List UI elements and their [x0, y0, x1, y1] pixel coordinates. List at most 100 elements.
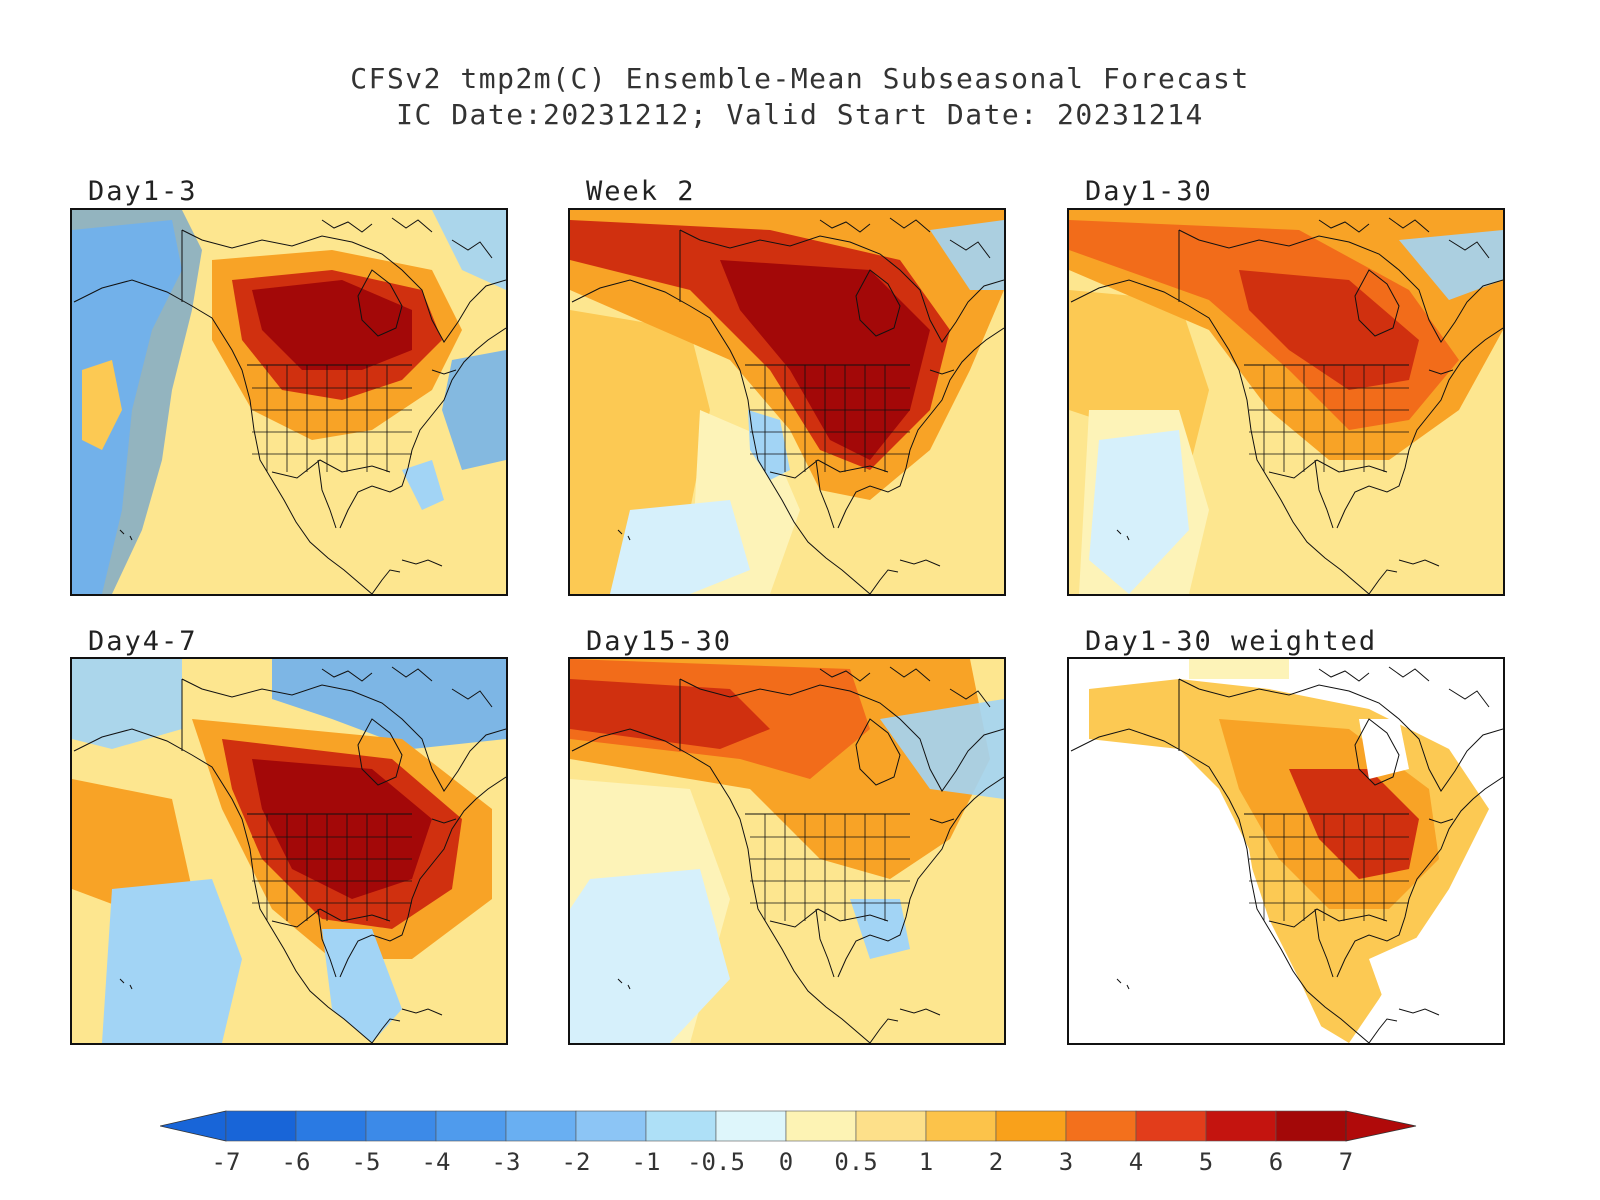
islands — [119, 666, 493, 1016]
chart-subtitle: IC Date:20231212; Valid Start Date: 2023… — [396, 98, 1204, 131]
anomaly-region — [72, 659, 182, 749]
colorbar-tick-label: -0.5 — [687, 1148, 745, 1176]
map-outline — [73, 666, 506, 1043]
map-outline — [1070, 217, 1503, 594]
coastline — [571, 678, 1004, 1043]
temperature-anomaly-map — [1069, 210, 1503, 594]
colorbar-swatch — [505, 1110, 577, 1142]
colorbar-swatch — [645, 1110, 717, 1142]
map-panel-day1-3 — [70, 208, 508, 596]
colorbar-swatch — [1065, 1110, 1137, 1142]
colorbar — [160, 1110, 1417, 1142]
colorbar-tick-label: -6 — [281, 1148, 311, 1176]
state-boundaries — [750, 814, 910, 921]
map-panel-day4-7 — [70, 657, 508, 1045]
colorbar-tick-label: -4 — [421, 1148, 451, 1176]
panel-label-day1-30-weighted: Day1-30 weighted — [1085, 626, 1378, 657]
anomaly-region — [748, 410, 790, 480]
islands — [119, 217, 493, 567]
state-boundaries — [1249, 814, 1409, 921]
map-outline — [1070, 666, 1503, 1043]
colorbar-swatch — [855, 1110, 927, 1142]
coastline — [73, 229, 506, 594]
anomaly-region — [1399, 230, 1503, 300]
temperature-anomaly-map — [72, 210, 506, 594]
colorbar-tick-label: 6 — [1268, 1148, 1284, 1176]
coastline — [1070, 229, 1503, 594]
us-mexico-border — [271, 459, 391, 479]
hudson-bay — [1354, 718, 1400, 786]
state-boundaries — [252, 365, 412, 472]
state-boundaries — [252, 814, 412, 921]
anomaly-region — [570, 869, 730, 1043]
colorbar-tick-label: -2 — [561, 1148, 591, 1176]
colorbar-tick-label: 7 — [1338, 1148, 1354, 1176]
temperature-anomaly-map — [72, 659, 506, 1043]
anomaly-region — [102, 879, 242, 1043]
panel-label-day1-3: Day1-3 — [88, 176, 198, 207]
masked-ocean — [1369, 899, 1503, 1043]
us-mexico-border — [1268, 908, 1388, 928]
colorbar-swatch — [365, 1110, 437, 1142]
map-outline — [571, 666, 1004, 1043]
colorbar-swatch — [295, 1110, 367, 1142]
temperature-anomaly-map — [570, 659, 1004, 1043]
anomaly-region — [442, 350, 506, 470]
map-panel-day1-30 — [1067, 208, 1505, 596]
colorbar-tick-label: 4 — [1128, 1148, 1144, 1176]
colorbar-swatch — [1135, 1110, 1207, 1142]
chart-title: CFSv2 tmp2m(C) Ensemble-Mean Subseasonal… — [350, 62, 1250, 95]
colorbar-swatch — [1205, 1110, 1277, 1142]
colorbar-tick-label: 5 — [1198, 1148, 1214, 1176]
us-mexico-border — [769, 908, 889, 928]
colorbar-swatch — [785, 1110, 857, 1142]
anomaly-region — [402, 460, 444, 510]
anomaly-region — [322, 929, 402, 1043]
anomaly-region — [930, 220, 1004, 290]
map-outline — [571, 217, 1004, 594]
map-panel-week2 — [568, 208, 1006, 596]
colorbar-tick-label: 1 — [918, 1148, 934, 1176]
colorbar-under-arrow — [160, 1110, 227, 1142]
islands — [617, 217, 991, 567]
anomaly-field — [72, 210, 506, 594]
anomaly-field — [1069, 210, 1503, 594]
panel-label-week2: Week 2 — [586, 176, 696, 207]
colorbar-tick-label: 3 — [1058, 1148, 1074, 1176]
colorbar-tick-label: -1 — [631, 1148, 661, 1176]
anomaly-region — [432, 210, 506, 290]
hudson-bay — [1354, 269, 1400, 337]
colorbar-tick-label: 2 — [988, 1148, 1004, 1176]
masked-ocean — [1069, 749, 1329, 1043]
islands — [1116, 217, 1490, 567]
islands — [617, 666, 991, 1016]
map-panel-day15-30 — [568, 657, 1006, 1045]
us-mexico-border — [769, 459, 889, 479]
anomaly-region — [610, 500, 750, 594]
anomaly-region — [72, 220, 182, 594]
hudson-bay — [855, 269, 901, 337]
state-boundaries — [1249, 365, 1409, 472]
hudson-bay — [357, 718, 403, 786]
islands — [1116, 666, 1490, 1016]
panel-label-day1-30: Day1-30 — [1085, 176, 1213, 207]
anomaly-region — [1239, 270, 1419, 390]
anomaly-region — [1089, 430, 1189, 594]
coastline — [1070, 678, 1503, 1043]
panel-label-day15-30: Day15-30 — [586, 626, 733, 657]
map-panel-day1-30-weighted — [1067, 657, 1505, 1045]
anomaly-region — [272, 659, 506, 749]
colorbar-swatches — [160, 1110, 1417, 1142]
anomaly-region — [82, 360, 122, 450]
colorbar-tick-label: 0 — [778, 1148, 794, 1176]
panel-label-day4-7: Day4-7 — [88, 626, 198, 657]
colorbar-over-arrow — [1345, 1110, 1417, 1142]
colorbar-swatch — [995, 1110, 1067, 1142]
state-boundaries — [750, 365, 910, 472]
temperature-anomaly-map — [1069, 659, 1503, 1043]
colorbar-swatch — [715, 1110, 787, 1142]
map-outline — [73, 217, 506, 594]
anomaly-region — [252, 280, 412, 370]
colorbar-swatch — [225, 1110, 297, 1142]
anomaly-region — [1189, 659, 1289, 679]
